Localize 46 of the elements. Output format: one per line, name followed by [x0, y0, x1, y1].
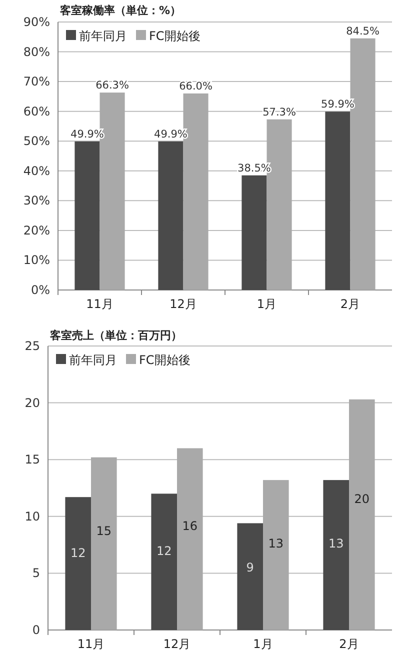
data-label: 16	[182, 519, 198, 534]
data-label: 12	[70, 546, 86, 560]
data-label: 9	[246, 560, 254, 574]
data-label: 57.3%	[262, 106, 296, 118]
y-tick-label: 0%	[30, 283, 50, 297]
y-tick-label: 80%	[23, 44, 50, 59]
data-label: 20	[354, 492, 370, 506]
x-tick-label: 1月	[256, 297, 277, 311]
y-tick-label: 15	[24, 452, 40, 467]
x-tick-label: 11月	[77, 637, 105, 651]
x-tick-label: 2月	[339, 637, 359, 651]
x-tick-label: 2月	[340, 297, 360, 311]
y-tick-label: 25	[24, 339, 40, 353]
x-tick-label: 12月	[170, 297, 197, 311]
y-tick-label: 10	[24, 509, 40, 524]
y-tick-label: 90%	[23, 15, 50, 29]
data-label: 15	[96, 524, 112, 538]
data-label: 38.5%	[238, 162, 271, 174]
data-label: 84.5%	[346, 25, 380, 38]
legend-label: FC開始後	[149, 29, 200, 43]
x-tick-label: 11月	[86, 297, 114, 311]
data-label: 49.9%	[70, 128, 104, 140]
data-label: 13	[328, 536, 344, 551]
data-label: 66.3%	[96, 80, 129, 92]
legend-label: FC開始後	[139, 353, 190, 367]
y-tick-label: 60%	[23, 104, 50, 118]
data-label: 13	[268, 536, 284, 551]
y-tick-label: 10%	[23, 253, 50, 268]
x-tick-label: 1月	[253, 637, 273, 651]
y-tick-label: 20%	[23, 223, 50, 238]
y-tick-label: 5	[32, 566, 40, 580]
y-tick-label: 0	[32, 623, 40, 637]
legend-label: 前年同月	[69, 353, 117, 367]
data-label: 66.0%	[179, 80, 212, 92]
y-tick-label: 30%	[23, 194, 50, 208]
data-label: 49.9%	[154, 128, 188, 140]
legend-label: 前年同月	[79, 29, 127, 43]
data-label: 59.9%	[321, 98, 354, 111]
chart-title: 客室売上（単位：百万円）	[49, 329, 182, 342]
y-tick-label: 50%	[23, 134, 50, 148]
y-tick-label: 40%	[23, 164, 50, 178]
chart-title: 客室稼働率（単位：%）	[59, 4, 182, 17]
y-tick-label: 70%	[23, 74, 50, 89]
y-tick-label: 20	[24, 396, 40, 410]
x-tick-label: 12月	[163, 637, 191, 651]
data-label: 12	[156, 544, 172, 558]
